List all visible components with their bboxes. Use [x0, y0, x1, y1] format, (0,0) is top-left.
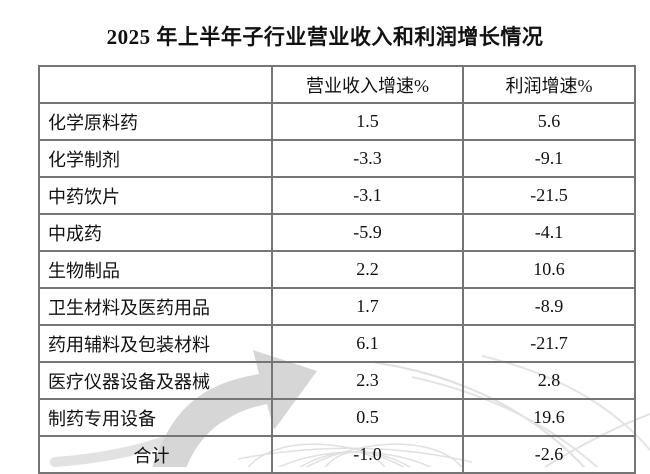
- industry-label: 制药专用设备: [38, 398, 273, 437]
- report-title: 2025 年上半年子行业营业收入和利润增长情况: [106, 25, 544, 49]
- col-header-revenue-growth: 营业收入增速%: [271, 65, 464, 104]
- industry-label: 医疗仪器设备及器械: [38, 361, 273, 400]
- total-profit-growth-value: -2.6: [462, 435, 636, 474]
- revenue-growth-value: 1.5: [271, 102, 464, 141]
- growth-table: 营业收入增速% 利润增速% 化学原料药 1.5 5.6 化学制剂 -3.3 -9…: [38, 65, 636, 474]
- profit-growth-value: 10.6: [462, 250, 636, 289]
- table-row: 药用辅料及包装材料 6.1 -21.7: [38, 324, 636, 363]
- col-header-industry: [38, 65, 273, 104]
- total-label: 合计: [38, 435, 273, 474]
- profit-growth-value: -21.7: [462, 324, 636, 363]
- industry-label: 药用辅料及包装材料: [38, 324, 273, 363]
- table-row: 化学原料药 1.5 5.6: [38, 102, 636, 141]
- industry-label: 生物制品: [38, 250, 273, 289]
- revenue-growth-value: -3.3: [271, 139, 464, 178]
- table-row-total: 合计 -1.0 -2.6: [38, 435, 636, 474]
- revenue-growth-value: 6.1: [271, 324, 464, 363]
- revenue-growth-value: 0.5: [271, 398, 464, 437]
- industry-label: 化学原料药: [38, 102, 273, 141]
- industry-label: 卫生材料及医药用品: [38, 287, 273, 326]
- revenue-growth-value: 1.7: [271, 287, 464, 326]
- table-row: 中成药 -5.9 -4.1: [38, 213, 636, 252]
- total-revenue-growth-value: -1.0: [271, 435, 464, 474]
- revenue-growth-value: -3.1: [271, 176, 464, 215]
- profit-growth-value: 19.6: [462, 398, 636, 437]
- industry-label: 化学制剂: [38, 139, 273, 178]
- industry-label: 中药饮片: [38, 176, 273, 215]
- profit-growth-value: 5.6: [462, 102, 636, 141]
- profit-growth-value: -4.1: [462, 213, 636, 252]
- profit-growth-value: -9.1: [462, 139, 636, 178]
- industry-label: 中成药: [38, 213, 273, 252]
- header-row: 营业收入增速% 利润增速%: [38, 65, 636, 104]
- table-row: 卫生材料及医药用品 1.7 -8.9: [38, 287, 636, 326]
- profit-growth-value: -8.9: [462, 287, 636, 326]
- revenue-growth-value: 2.2: [271, 250, 464, 289]
- table-row: 医疗仪器设备及器械 2.3 2.8: [38, 361, 636, 400]
- profit-growth-value: 2.8: [462, 361, 636, 400]
- col-header-profit-growth: 利润增速%: [462, 65, 636, 104]
- table-row: 中药饮片 -3.1 -21.5: [38, 176, 636, 215]
- table-row: 制药专用设备 0.5 19.6: [38, 398, 636, 437]
- revenue-growth-value: -5.9: [271, 213, 464, 252]
- profit-growth-value: -21.5: [462, 176, 636, 215]
- table-row: 生物制品 2.2 10.6: [38, 250, 636, 289]
- table-row: 化学制剂 -3.3 -9.1: [38, 139, 636, 178]
- revenue-growth-value: 2.3: [271, 361, 464, 400]
